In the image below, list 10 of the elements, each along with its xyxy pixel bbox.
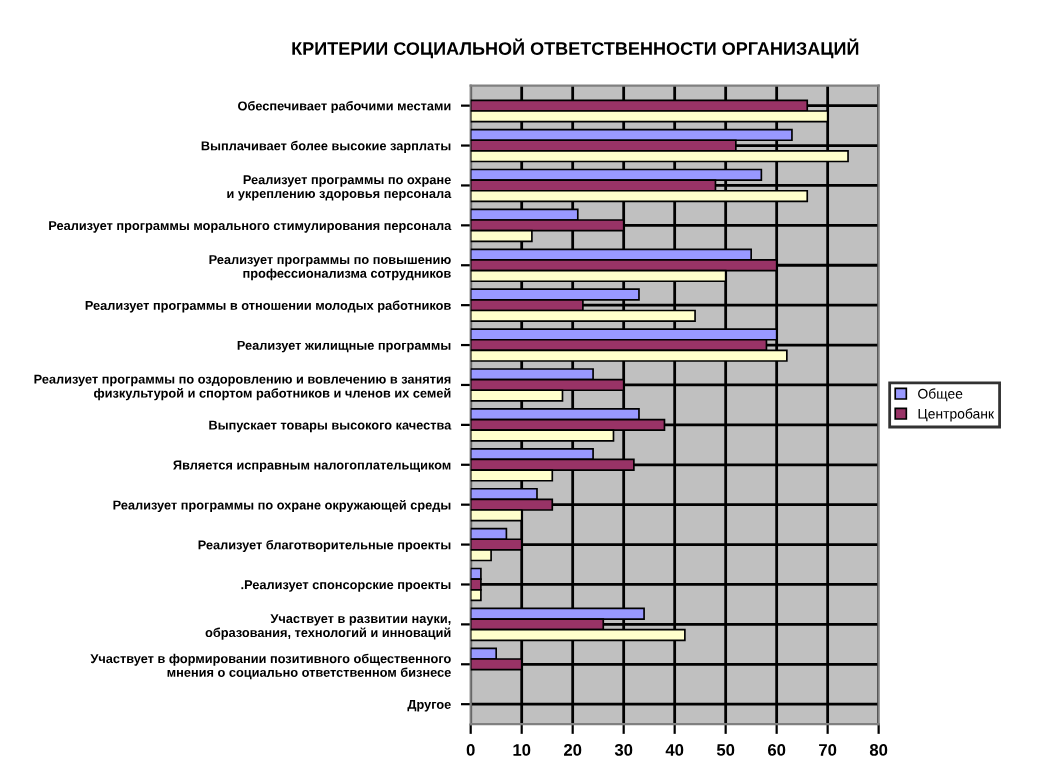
x-tick-label: 20 [563,744,582,756]
x-tick-label: 30 [614,744,633,756]
x-tick-label: 60 [768,744,786,756]
x-tick-label: 80 [869,744,888,756]
x-tick-label: 40 [665,744,684,756]
x-tick-label: 0 [466,744,475,756]
x-tick-label: 50 [716,744,735,756]
chart-title: КРИТЕРИИ СОЦИАЛЬНОЙ ОТВЕТСТВЕННОСТИ ОРГАНИЗАЦИЙ [292,38,859,59]
x-tick-label: 70 [819,744,837,756]
x-tick-label: 10 [513,744,531,756]
